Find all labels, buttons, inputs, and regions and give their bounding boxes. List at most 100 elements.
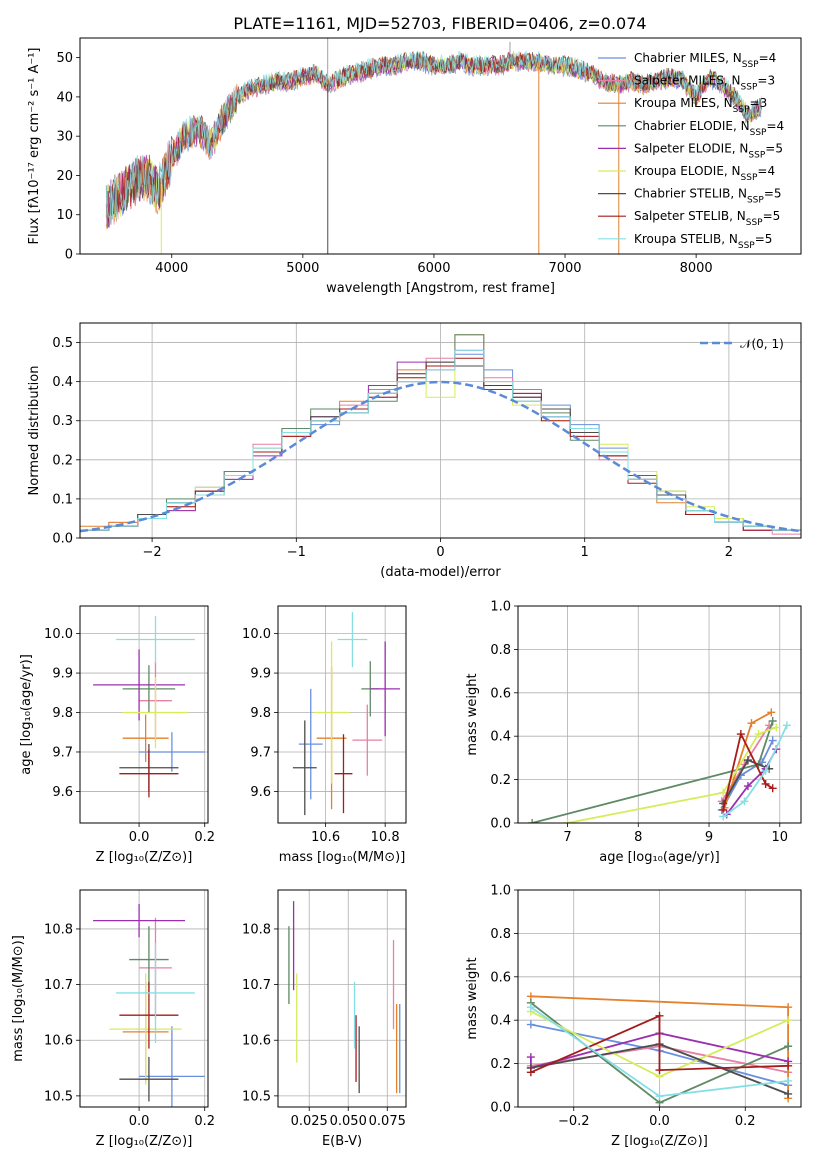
legend-entry: Kroupa MILES, NSSP=3	[634, 96, 767, 115]
y-tick-label: 9.7	[250, 745, 271, 760]
y-axis-label: mass [log₁₀(M/M⊙)]	[11, 935, 26, 1062]
weight-marker	[767, 708, 776, 717]
grid	[80, 606, 208, 823]
legend-nssp: =4	[766, 119, 784, 133]
legend-subscript: SSP	[748, 150, 765, 160]
x-tick-label: 8000	[680, 261, 713, 276]
y-tick-label: 40	[56, 90, 73, 105]
y-tick-label: 9.9	[250, 667, 271, 682]
weight-vs-age-panel: 7 8 9 10 0.0 0.2 0.4 0.6 0.8 1.0 age [log₁₀(age/yr…	[465, 600, 802, 865]
weight-marker	[784, 1042, 793, 1051]
axes-frame	[79, 605, 209, 824]
legend-subscript: SSP	[746, 218, 763, 228]
weight-marker	[754, 730, 763, 739]
x-axis-label: E(B-V)	[322, 1134, 362, 1149]
legend-nssp: =3	[757, 74, 775, 88]
plot-area	[93, 903, 205, 1107]
y-tick-label: 0.4	[52, 375, 73, 390]
y-tick-label: 0.4	[490, 730, 511, 745]
x-tick-label: 10	[772, 830, 789, 845]
x-axis-label: wavelength [Angstrom, rest frame]	[326, 281, 555, 296]
x-tick-label: 4000	[155, 261, 188, 276]
x-axis-label: Z [log₁₀(Z/Z⊙)]	[611, 1134, 708, 1149]
x-tick-label: 0.0	[129, 830, 150, 845]
x-tick-label: 0.2	[735, 1114, 756, 1129]
x-tick-label: 8	[634, 830, 642, 845]
legend-nssp: =3	[750, 96, 768, 110]
legend-subscript: SSP	[742, 60, 759, 70]
legend-subscript: SSP	[741, 173, 758, 183]
x-tick-label: 6000	[417, 261, 450, 276]
mass-vs-metallicity-panel: 0.0 0.2 10.5 10.6 10.7 10.8 Z [log₁₀(Z/Z⊙)] mas…	[11, 889, 215, 1149]
spectrum-line	[105, 50, 762, 224]
x-axis-label: age [log₁₀(age/yr)]	[599, 850, 720, 865]
grid	[278, 890, 406, 1107]
x-tick-label: 2	[725, 545, 733, 560]
y-axis-label: age [log₁₀(age/yr)]	[19, 654, 34, 775]
weight-marker	[761, 766, 770, 775]
residuals-panel: −2 −1 0 1 2 0.0 0.1 0.2 0.3 0.4 0.5 (data-model)/er…	[27, 322, 802, 580]
weight-marker	[743, 782, 752, 791]
axes-frame	[277, 605, 407, 824]
y-tick-label: 0.0	[52, 532, 73, 547]
x-tick-label: −1	[287, 545, 306, 560]
legend-nssp: =5	[764, 187, 782, 201]
weight-marker	[526, 1020, 535, 1029]
y-tick-label: 10.7	[242, 978, 271, 993]
legend-subscript: SSP	[733, 105, 750, 115]
plot-area	[292, 611, 401, 816]
legend-nssp: =4	[759, 51, 777, 65]
age-vs-metallicity-panel: 0.0 0.2 9.6 9.7 9.8 9.9 10.0 Z [log₁₀(Z/Z⊙)] age…	[19, 605, 215, 865]
weight-series	[530, 1032, 789, 1070]
weight-marker	[768, 717, 777, 726]
x-tick-label: −0.2	[558, 1114, 590, 1129]
legend-subscript: SSP	[747, 196, 764, 206]
y-tick-label: 10.6	[242, 1034, 271, 1049]
axes-frame	[79, 889, 209, 1108]
y-tick-label: 0.2	[490, 1057, 511, 1072]
x-tick-label: 5000	[286, 261, 319, 276]
y-tick-label: 9.6	[250, 785, 271, 800]
y-tick-label: 10.5	[242, 1089, 271, 1104]
weight-series	[722, 731, 774, 811]
y-axis-label: Normed distribution	[27, 366, 42, 496]
y-tick-label: 9.6	[52, 785, 73, 800]
legend-nssp: =5	[755, 232, 773, 246]
y-tick-label: 0.4	[490, 1014, 511, 1029]
y-tick-label: 10.7	[44, 978, 73, 993]
y-tick-label: 9.8	[52, 706, 73, 721]
y-tick-label: 10.8	[44, 922, 73, 937]
x-axis-label: (data-model)/error	[380, 565, 501, 580]
x-tick-label: 0.0	[649, 1114, 670, 1129]
weight-marker	[528, 819, 537, 823]
legend-nssp: =4	[757, 164, 775, 178]
x-tick-label: 0	[436, 545, 444, 560]
weight-marker	[526, 1053, 535, 1062]
x-tick-label: 0.0	[129, 1114, 150, 1129]
plot-area	[528, 708, 791, 823]
weight-marker	[784, 1003, 793, 1012]
weight-marker	[784, 1076, 793, 1085]
x-tick-label: 10.8	[371, 830, 400, 845]
weight-marker	[768, 784, 777, 793]
weight-marker	[719, 788, 728, 797]
weight-marker	[736, 730, 745, 739]
x-tick-label: 0.075	[369, 1114, 406, 1129]
plot-area	[80, 334, 801, 538]
y-tick-label: 0.8	[490, 927, 511, 942]
y-tick-label: 0.6	[490, 970, 511, 985]
y-tick-label: 30	[56, 130, 73, 145]
legend-entry: Chabrier ELODIE, NSSP=4	[634, 119, 784, 138]
weight-marker	[768, 736, 777, 745]
weight-vs-metallicity-panel: −0.2 0.0 0.2 0.0 0.2 0.4 0.6 0.8 1.0 Z [log₁₀(Z/Z…	[465, 884, 802, 1149]
grid	[80, 323, 801, 539]
weight-marker	[526, 1003, 535, 1012]
y-tick-label: 0.5	[52, 336, 73, 351]
x-axis-label: Z [log₁₀(Z/Z⊙)]	[96, 850, 193, 865]
x-axis-label: mass [log₁₀(M/M⊙)]	[279, 850, 406, 865]
y-tick-label: 10.8	[242, 922, 271, 937]
x-tick-label: 7000	[548, 261, 581, 276]
axes-frame	[79, 37, 802, 255]
axes-frame	[277, 889, 407, 1108]
